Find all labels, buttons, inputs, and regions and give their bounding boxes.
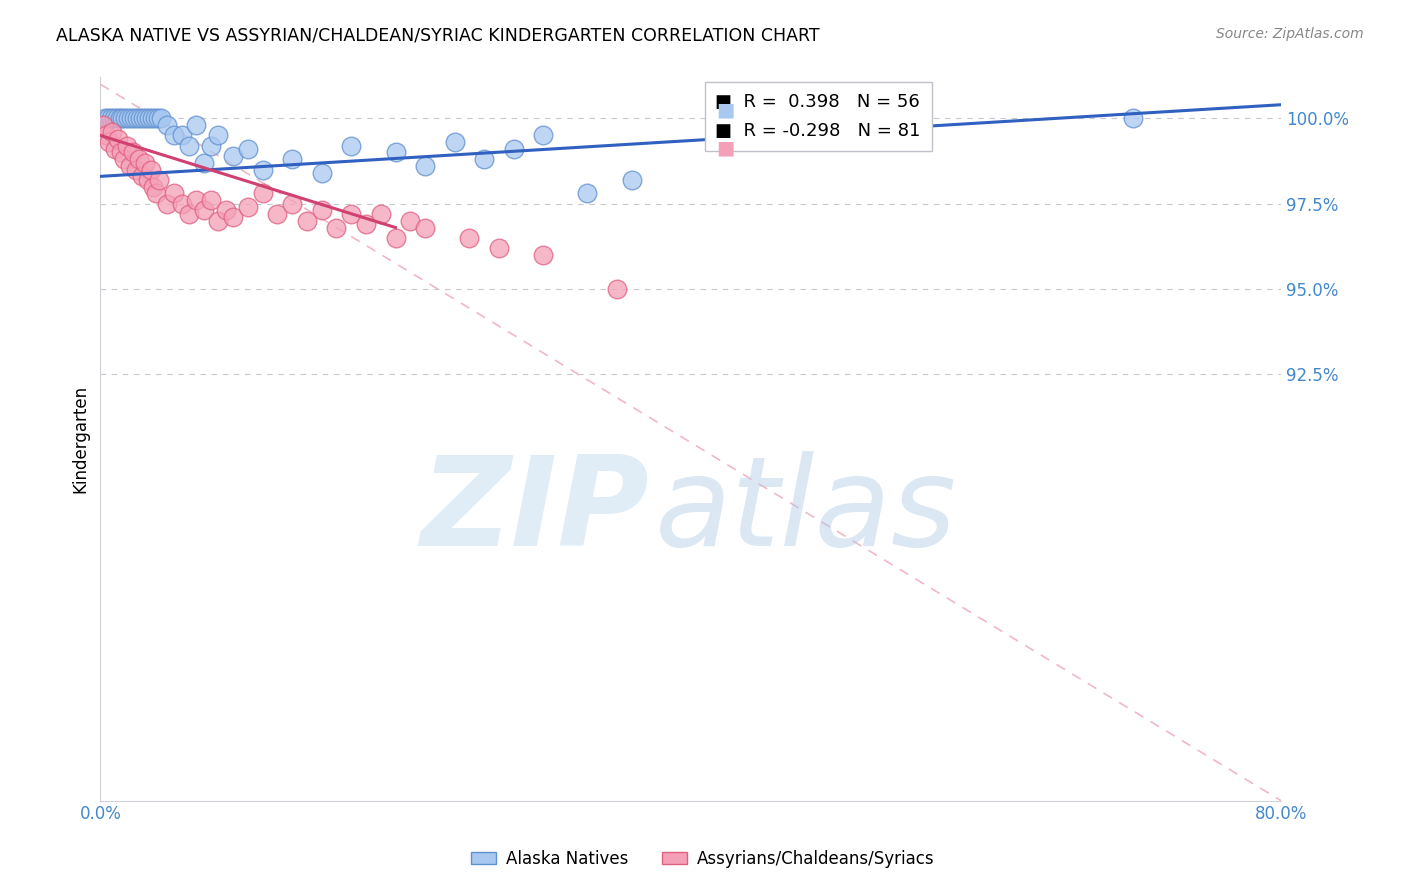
Point [156, 196, 179, 211]
Point [207, 213, 229, 227]
Point [148, 173, 170, 187]
Point [100, 112, 122, 126]
Y-axis label: Kindergarten: Kindergarten [72, 385, 89, 493]
Point [94, 112, 117, 126]
Point [215, 203, 238, 218]
Point [114, 112, 136, 126]
Point [91, 118, 114, 132]
Point [370, 207, 392, 221]
Point [236, 200, 259, 214]
Point [120, 112, 142, 126]
Point [222, 211, 245, 225]
Point [170, 128, 193, 143]
Point [200, 138, 222, 153]
Point [1122, 112, 1144, 126]
Point [131, 169, 153, 184]
Point [281, 153, 304, 167]
Point [128, 153, 150, 167]
Point [325, 220, 347, 235]
Text: atlas: atlas [655, 450, 957, 572]
Point [531, 248, 554, 262]
Point [620, 173, 643, 187]
Point [149, 112, 172, 126]
Text: ALASKA NATIVE VS ASSYRIAN/CHALDEAN/SYRIAC KINDERGARTEN CORRELATION CHART: ALASKA NATIVE VS ASSYRIAN/CHALDEAN/SYRIA… [56, 27, 820, 45]
Point [96, 128, 118, 143]
Point [105, 112, 128, 126]
Point [606, 282, 628, 296]
Point [101, 125, 124, 139]
Point [135, 112, 157, 126]
Point [129, 112, 152, 126]
Point [103, 112, 125, 126]
Point [384, 231, 406, 245]
Point [138, 112, 160, 126]
Point [136, 173, 159, 187]
Point [117, 112, 139, 126]
Point [576, 186, 599, 201]
Point [163, 186, 186, 201]
Point [118, 159, 141, 173]
Point [252, 186, 274, 201]
Point [354, 217, 377, 231]
Point [281, 196, 304, 211]
Point [502, 142, 524, 156]
Text: ZIP: ZIP [420, 450, 650, 572]
Point [340, 138, 363, 153]
Point [177, 207, 200, 221]
Point [443, 135, 465, 149]
Point [266, 207, 288, 221]
Point [139, 162, 162, 177]
Point [121, 145, 143, 160]
Point [531, 128, 554, 143]
Point [222, 149, 245, 163]
Point [98, 135, 121, 149]
Point [108, 112, 131, 126]
Point [177, 138, 200, 153]
Point [111, 112, 134, 126]
Point [134, 155, 156, 169]
Point [112, 153, 135, 167]
Point [146, 112, 169, 126]
Text: ■: ■ [717, 101, 735, 120]
Point [311, 203, 333, 218]
Point [127, 112, 149, 126]
Point [170, 196, 193, 211]
Point [207, 128, 229, 143]
Point [110, 145, 132, 160]
Point [413, 159, 436, 173]
Point [186, 118, 208, 132]
Point [145, 186, 167, 201]
Point [252, 162, 274, 177]
Point [458, 231, 481, 245]
Legend: Alaska Natives, Assyrians/Chaldeans/Syriacs: Alaska Natives, Assyrians/Chaldeans/Syri… [464, 844, 942, 875]
Point [143, 112, 166, 126]
Point [156, 118, 179, 132]
Point [200, 193, 222, 207]
Text: ■: ■ [717, 139, 735, 158]
Point [193, 203, 215, 218]
Point [125, 162, 148, 177]
Point [97, 112, 120, 126]
Point [163, 128, 186, 143]
Point [104, 142, 127, 156]
Point [399, 213, 422, 227]
Point [132, 112, 155, 126]
Text: ■  R =  0.398   N = 56
■  R = -0.298   N = 81: ■ R = 0.398 N = 56 ■ R = -0.298 N = 81 [716, 93, 921, 140]
Point [193, 155, 215, 169]
Text: Source: ZipAtlas.com: Source: ZipAtlas.com [1216, 27, 1364, 41]
Point [115, 138, 138, 153]
Point [472, 153, 495, 167]
Point [142, 179, 165, 194]
Point [186, 193, 208, 207]
Point [141, 112, 163, 126]
Point [311, 166, 333, 180]
Point [384, 145, 406, 160]
Point [340, 207, 363, 221]
Point [295, 213, 318, 227]
Point [488, 241, 510, 255]
Point [413, 220, 436, 235]
Point [236, 142, 259, 156]
Point [107, 132, 129, 146]
Point [124, 112, 146, 126]
